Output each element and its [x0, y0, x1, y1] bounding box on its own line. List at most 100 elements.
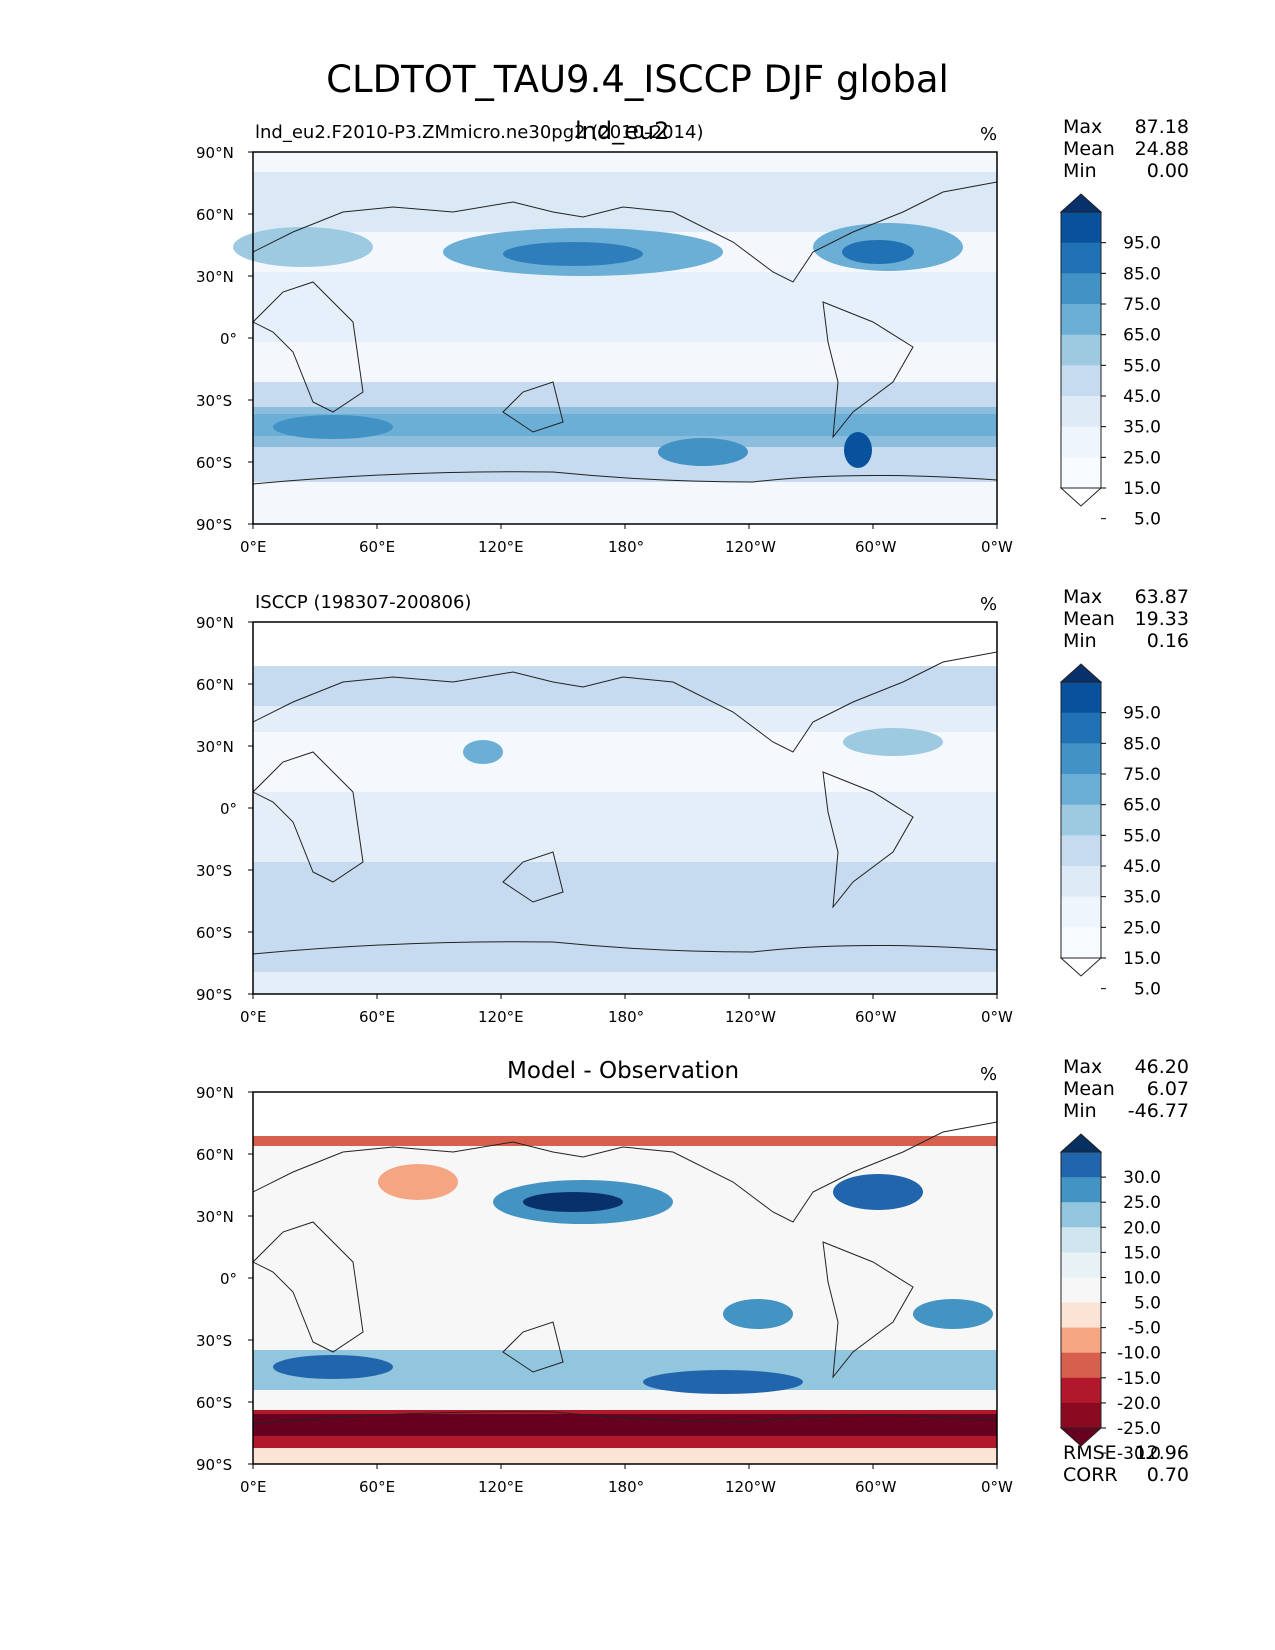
colorbar-segment — [1061, 334, 1101, 366]
cloud-band — [253, 666, 997, 706]
stat-label-mean: Mean — [1063, 608, 1115, 630]
lon-tick-label: 120°W — [725, 538, 776, 556]
cloud-band — [253, 862, 997, 972]
colorbar-label: 15.0 — [1123, 1243, 1161, 1263]
lat-tick-label: 30°S — [196, 1332, 233, 1350]
colorbar-segment — [1061, 835, 1101, 867]
coastline — [252, 1411, 998, 1425]
colorbar-segment — [1061, 804, 1101, 836]
no-data-band — [253, 622, 997, 666]
stat-label-max: Max — [1063, 116, 1103, 138]
lon-tick-label: 180° — [608, 1008, 645, 1026]
panel-observation: ISCCP (198307-200806) % 90°N 60°N 30°N 0… — [0, 580, 1275, 1050]
stat-label-min: Min — [1063, 160, 1097, 182]
lon-tick-label: 120°E — [478, 538, 524, 556]
lat-tick-label: 30°S — [196, 862, 233, 880]
colorbar-label: 10.0 — [1123, 1268, 1161, 1288]
lat-tick-label: 0° — [220, 800, 238, 818]
panel-difference: Model - Observation % 90°N 60 — [0, 1050, 1275, 1520]
anomaly-patch — [523, 1192, 623, 1212]
colorbar-segment — [1061, 743, 1101, 775]
colorbar-label: 65.0 — [1123, 796, 1161, 816]
colorbar-segment — [1061, 1177, 1101, 1203]
colorbar-label: -5.0 — [1128, 1319, 1161, 1339]
colorbar: 30.0 25.0 20.0 15.0 10.0 5.0 -5.0 -10.0 -15.0 -20… — [1059, 1133, 1161, 1464]
colorbar-extend-top — [1059, 663, 1103, 683]
lon-tick-label: 60°W — [855, 1008, 897, 1026]
coastline — [502, 851, 564, 903]
colorbar-segment — [1061, 1302, 1101, 1329]
colorbar-segment — [1061, 866, 1101, 898]
stat-value-corr: 0.70 — [1146, 1464, 1189, 1486]
stat-label-rmse: RMSE — [1063, 1442, 1117, 1464]
lon-tick-label: 120°E — [478, 1008, 524, 1026]
colorbar-segment — [1061, 242, 1101, 274]
colorbar-segment — [1061, 396, 1101, 428]
stat-value-max: 87.18 — [1134, 116, 1189, 138]
lat-tick-label: 60°N — [196, 676, 234, 694]
lon-tick-label: 120°W — [725, 1008, 776, 1026]
colorbar-extend-bottom — [1059, 487, 1103, 507]
anomaly-band — [253, 1448, 997, 1464]
axis-ticks — [248, 151, 998, 529]
coastline — [252, 651, 998, 753]
colorbar-frame — [1060, 681, 1102, 959]
stat-label-mean: Mean — [1063, 138, 1115, 160]
lat-tick-label: 30°S — [196, 392, 233, 410]
colorbar-segment — [1061, 1377, 1101, 1404]
lon-tick-label: 0°W — [981, 1008, 1013, 1026]
cloud-patch — [658, 438, 748, 466]
lat-tick-label: 60°S — [196, 454, 233, 472]
colorbar-label: 30.0 — [1123, 1168, 1161, 1188]
colorbar-label: 35.0 — [1123, 888, 1161, 908]
panel-units: % — [980, 594, 998, 615]
lat-tick-label: 60°S — [196, 1394, 233, 1412]
colorbar-segment — [1061, 273, 1101, 305]
colorbar-label: 5.0 — [1134, 980, 1161, 1000]
lat-tick-label: 90°S — [196, 1456, 233, 1474]
cloud-band — [253, 414, 997, 436]
colorbar-label: 5.0 — [1134, 510, 1161, 530]
cloud-patch — [843, 728, 943, 756]
colorbar-label: 85.0 — [1123, 264, 1161, 284]
colorbar-label: 85.0 — [1123, 734, 1161, 754]
colorbar-extend-bottom — [1059, 957, 1103, 977]
colorbar-frame — [1060, 1151, 1102, 1429]
colorbar-label: 65.0 — [1123, 326, 1161, 346]
stat-label-corr: CORR — [1063, 1464, 1118, 1486]
anomaly-patch — [273, 1355, 393, 1379]
lat-tick-label: 30°N — [196, 738, 234, 756]
lat-tick-label: 30°N — [196, 1208, 234, 1226]
colorbar-segment — [1061, 1277, 1101, 1304]
anomaly-patch — [378, 1164, 458, 1200]
stat-label-max: Max — [1063, 1056, 1103, 1078]
colorbar-segment — [1061, 365, 1101, 397]
stat-label-min: Min — [1063, 1100, 1097, 1122]
coastline — [252, 181, 998, 283]
coastline — [822, 771, 914, 909]
panel-left-title: lnd_eu2.F2010-P3.ZMmicro.ne30pg2 (2010-2… — [255, 122, 704, 143]
coastline — [502, 1321, 564, 1373]
stat-label-min: Min — [1063, 630, 1097, 652]
stat-value-mean: 6.07 — [1146, 1078, 1189, 1100]
lat-tick-label: 30°N — [196, 268, 234, 286]
colorbar: 95.0 85.0 75.0 65.0 55.0 45.0 35.0 25.0 15.0 5.0 — [1059, 663, 1161, 1000]
lon-tick-label: 60°E — [359, 1008, 396, 1026]
lat-tick-label: 60°N — [196, 1146, 234, 1164]
colorbar-segment — [1061, 896, 1101, 928]
storm-track — [503, 242, 643, 266]
lat-tick-label: 90°S — [196, 516, 233, 534]
panel-model: lnd_eu2.F2010-P3.ZMmicro.ne30pg2 (2010-2… — [0, 110, 1275, 580]
colorbar-label: 15.0 — [1123, 479, 1161, 499]
lon-tick-label: 60°W — [855, 538, 897, 556]
colorbar-label: 75.0 — [1123, 295, 1161, 315]
panel-left-title: ISCCP (198307-200806) — [255, 592, 472, 613]
axis-ticks — [248, 621, 998, 999]
colorbar-label: 75.0 — [1123, 765, 1161, 785]
lon-tick-label: 120°E — [478, 1478, 524, 1496]
lon-tick-label: 180° — [608, 538, 645, 556]
lat-tick-label: 90°N — [196, 1084, 234, 1102]
no-data-band — [253, 1092, 997, 1136]
colorbar-segment — [1061, 304, 1101, 336]
colorbar-label: -30.0 — [1117, 1444, 1161, 1464]
